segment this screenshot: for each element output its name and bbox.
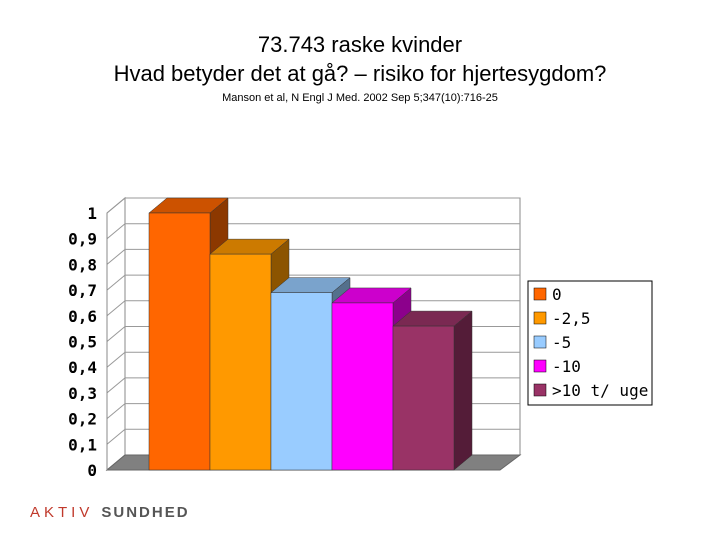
citation: Manson et al, N Engl J Med. 2002 Sep 5;3…	[222, 92, 498, 104]
gridline-side	[106, 197, 126, 214]
legend-swatch	[533, 287, 547, 301]
legend-label: -5	[552, 333, 571, 352]
y-tick-label: 0,5	[68, 333, 97, 352]
gridline-side	[106, 300, 126, 317]
y-tick-label: 0,8	[68, 255, 97, 274]
legend-label: -2,5	[552, 309, 591, 328]
title-line-2: Hvad betyder det at gå? – risiko for hje…	[113, 61, 607, 86]
gridline-side	[106, 377, 126, 394]
bar-front	[392, 325, 455, 471]
bar	[392, 310, 473, 471]
gridline-side	[106, 428, 126, 445]
gridline-side	[106, 274, 126, 291]
legend-label: >10 t/ uge	[552, 381, 648, 400]
legend-swatch	[533, 335, 547, 349]
bar-front	[209, 253, 272, 471]
gridline-side	[106, 249, 126, 265]
y-tick-label: 0,1	[68, 435, 97, 454]
y-tick-label: 0,4	[68, 358, 97, 377]
bars	[148, 197, 473, 471]
y-tick-label: 0,2	[68, 410, 97, 429]
legend-swatch	[533, 383, 547, 397]
aktiv-sundhed-logo: AKTIV SUNDHED	[30, 504, 190, 521]
logo-brand: AKTIV	[30, 504, 94, 521]
gridline-side	[106, 351, 126, 368]
y-tick-label: 0,3	[68, 384, 97, 403]
y-tick-label: 1	[87, 204, 97, 223]
bar-front	[331, 302, 394, 471]
legend-swatch	[533, 359, 547, 373]
gridline-side	[106, 403, 126, 419]
bar-front	[270, 292, 333, 471]
legend-label: 0	[552, 285, 562, 304]
title-line-1: 73.743 raske kvinder	[257, 32, 463, 57]
y-tick-label: 0,9	[68, 230, 97, 249]
legend-label: -10	[552, 357, 581, 376]
gridline-side	[106, 326, 126, 342]
bar-side	[453, 310, 473, 471]
y-axis: 0 0,1 0,2 0,3 0,4 0,5 0,6 0,7 0,8 0,9 1	[68, 204, 108, 480]
gridline-side	[106, 223, 126, 240]
legend-box	[527, 280, 653, 406]
y-tick-label: 0	[87, 461, 97, 480]
bar-front	[148, 212, 211, 471]
y-tick-label: 0,7	[68, 281, 97, 300]
legend-swatch	[533, 311, 547, 325]
y-tick-label: 0,6	[68, 307, 97, 326]
legend: 0 -2,5 -5 -10 >10 t/ uge	[527, 280, 653, 406]
logo-rest: SUNDHED	[101, 504, 190, 521]
